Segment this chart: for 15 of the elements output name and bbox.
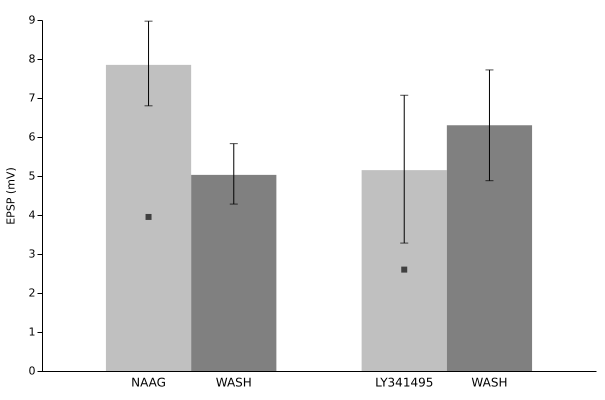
x-tick-label: WASH	[471, 376, 508, 390]
y-tick-label: 3	[28, 248, 36, 260]
y-tick-label: 5	[28, 170, 36, 182]
y-tick-label: 6	[28, 130, 36, 144]
y-tick-label: 4	[28, 208, 36, 222]
y-tick-label: 2	[28, 286, 36, 300]
y-axis-title: EPSP (mV)	[4, 167, 18, 225]
y-tick-label: 0	[28, 364, 36, 378]
x-tick-label: NAAG	[131, 376, 166, 390]
y-tick-label: 8	[28, 52, 36, 66]
y-tick-label: 9	[28, 14, 36, 26]
x-tick-label: LY341495	[375, 376, 434, 390]
y-tick-label: 1	[28, 326, 36, 338]
y-tick-label: 7	[28, 92, 36, 104]
x-tick-label: WASH	[216, 376, 252, 390]
